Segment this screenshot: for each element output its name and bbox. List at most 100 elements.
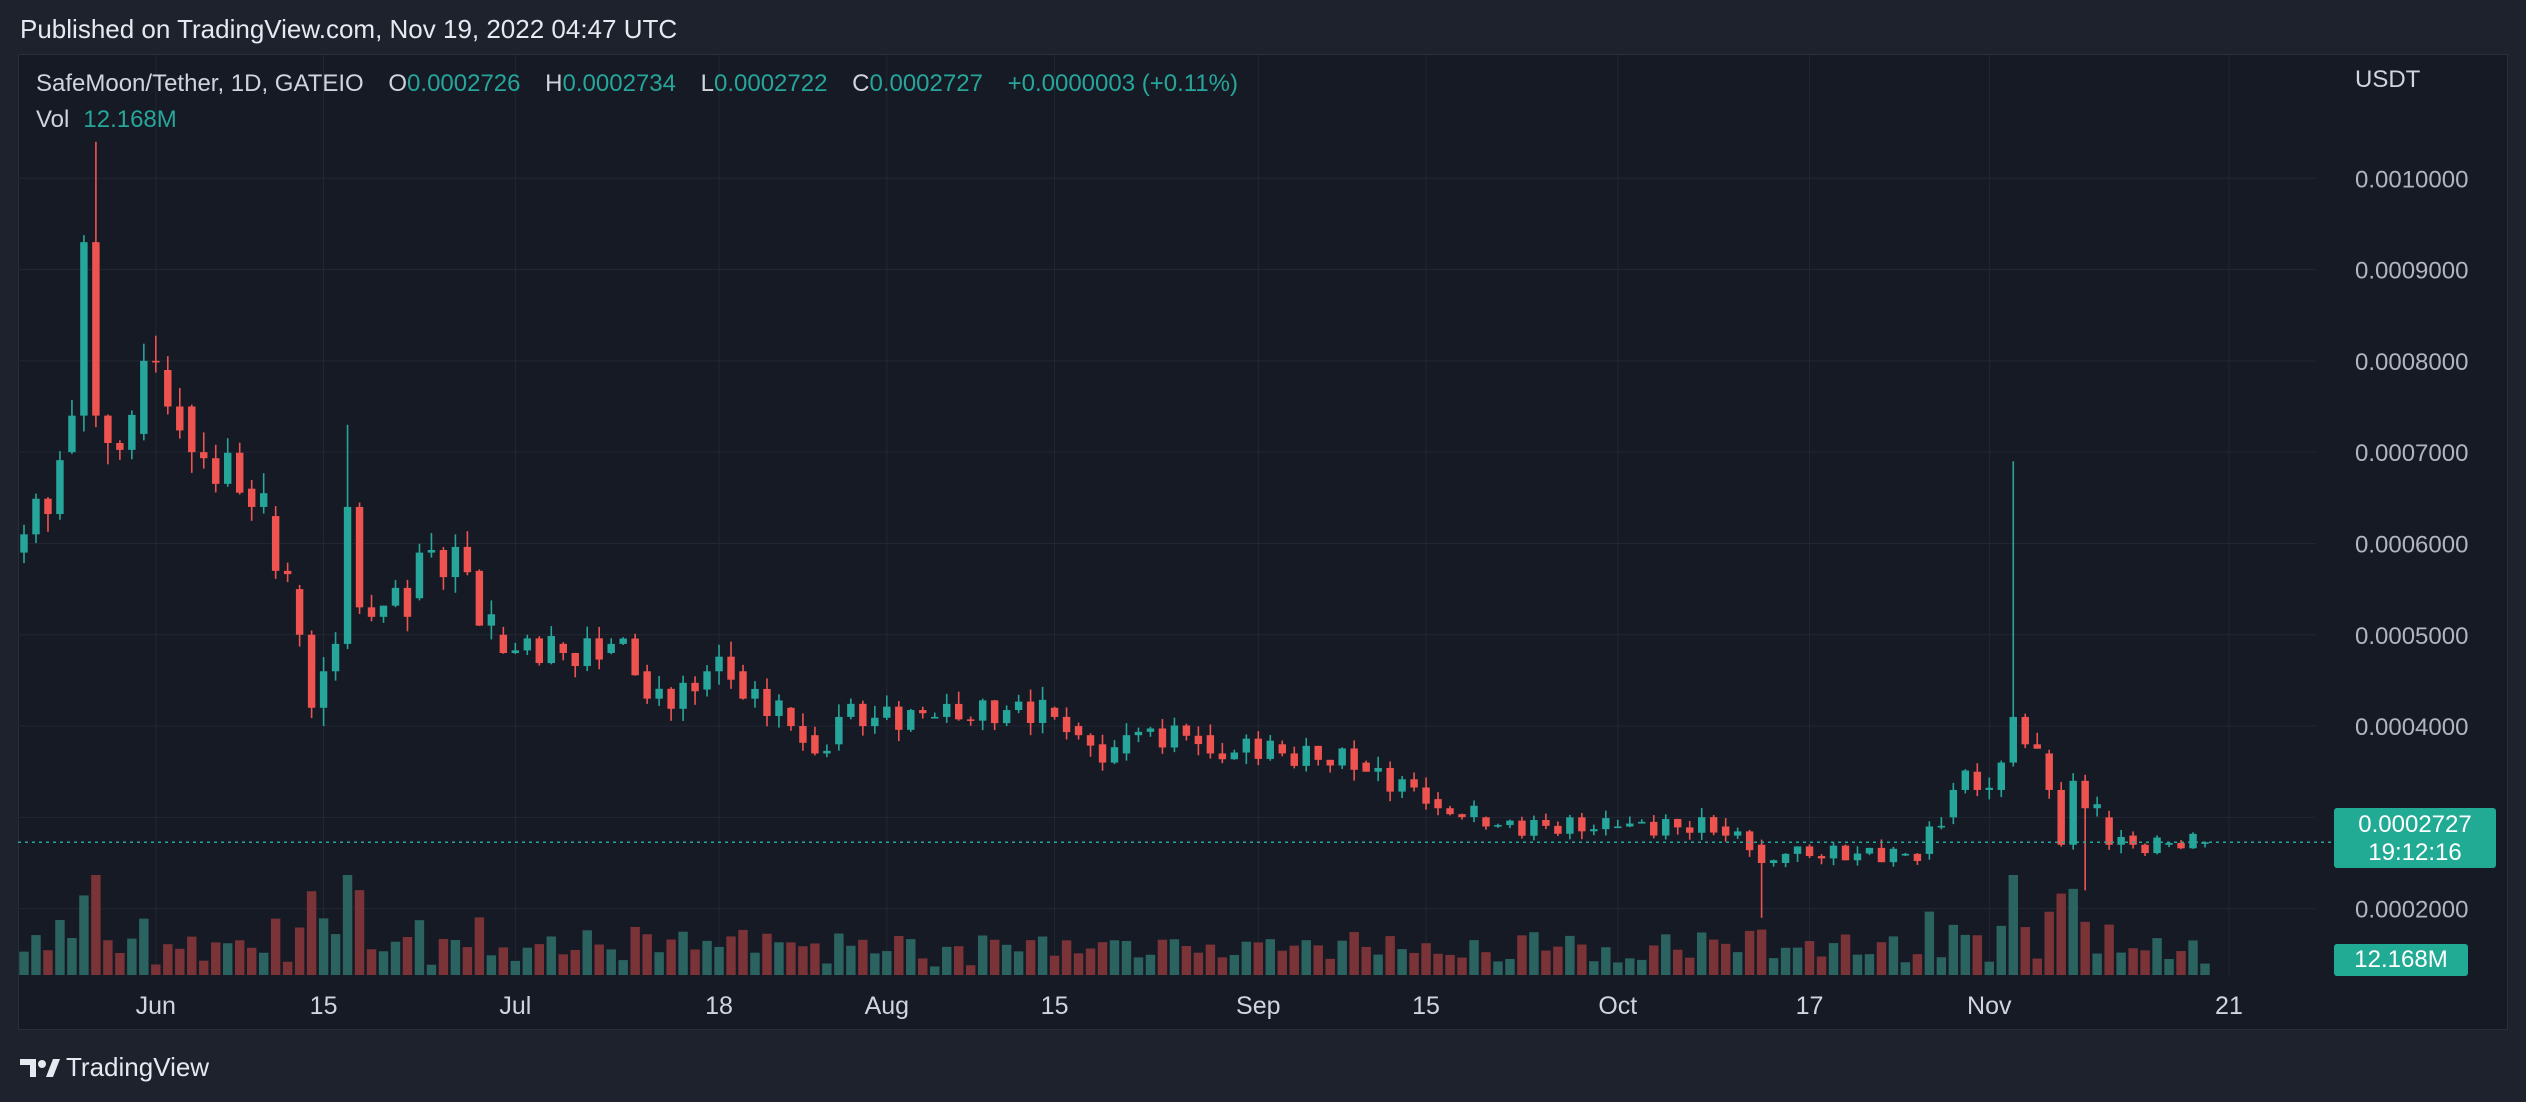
- volume-bar: [318, 918, 329, 975]
- candle-body: [943, 703, 951, 717]
- candle-body: [1194, 735, 1203, 745]
- volume-bar: [1828, 943, 1839, 975]
- volume-bar: [234, 940, 245, 975]
- volume-bar: [1097, 942, 1108, 975]
- candle-body: [1793, 846, 1802, 854]
- volume-bar: [115, 952, 125, 975]
- candle-body: [2129, 835, 2137, 845]
- candle-body: [1913, 853, 1922, 861]
- volume-bar: [139, 918, 149, 975]
- footer-brand[interactable]: TradingView: [20, 1052, 209, 1083]
- price-tick-label: 0.0005000: [2355, 623, 2468, 650]
- candle-body: [1769, 860, 1778, 864]
- candle-body: [739, 671, 747, 699]
- volume-bar: [438, 938, 449, 975]
- volume-bar: [294, 927, 305, 975]
- volume-bar: [1481, 952, 1491, 975]
- volume-bar: [810, 943, 820, 975]
- candle-body: [1074, 726, 1083, 736]
- volume-bar: [1361, 946, 1371, 975]
- volume-bar: [894, 935, 904, 975]
- volume-bar: [498, 947, 509, 975]
- volume-bar: [1001, 944, 1012, 975]
- volume-bar: [1912, 954, 1923, 975]
- volume-bar: [450, 940, 461, 975]
- volume-bar: [402, 936, 413, 975]
- volume-tag: 12.168M: [2334, 944, 2468, 976]
- candle-body: [80, 242, 88, 416]
- volume-bar: [882, 951, 892, 975]
- candle-body: [1374, 767, 1382, 772]
- candle-body: [1410, 779, 1418, 788]
- candle-body: [835, 716, 843, 745]
- candle-body: [2057, 789, 2065, 845]
- price-axis-ticks: 0.0010000 0.0009000 0.0008000 0.0007000 0.00…: [2355, 166, 2468, 923]
- candle-body: [367, 607, 376, 617]
- price-tick-label: 0.0002000: [2355, 897, 2468, 924]
- candle-body: [1949, 789, 1958, 818]
- volume-bar: [414, 920, 425, 975]
- volume-bar: [199, 960, 209, 975]
- volume-bar: [306, 891, 317, 975]
- volume-bar: [858, 939, 868, 975]
- candle-body: [2069, 780, 2077, 845]
- candle-body: [355, 506, 364, 608]
- volume-bar: [91, 875, 101, 975]
- volume-bar: [534, 944, 545, 975]
- candle-body: [1470, 805, 1478, 818]
- volume-bar: [2140, 950, 2150, 975]
- candle-body: [1002, 710, 1011, 724]
- low-value: 0.0002722: [714, 70, 828, 97]
- candle-body: [643, 671, 651, 699]
- candle-body: [164, 369, 172, 407]
- candle-body: [763, 688, 771, 717]
- high-label: H: [545, 70, 563, 97]
- volume-bar: [1301, 940, 1311, 975]
- candle-body: [679, 682, 687, 709]
- candle-body: [607, 643, 615, 654]
- price-tick-label: 0.0009000: [2355, 258, 2468, 285]
- price-tick-label: 0.0004000: [2355, 714, 2468, 741]
- candle-body: [1829, 845, 1838, 859]
- volume-bar: [1553, 946, 1563, 975]
- candle-body: [1302, 745, 1310, 766]
- candle-body: [1961, 770, 1970, 790]
- candle-body: [68, 415, 76, 453]
- volume-bar: [1409, 952, 1419, 975]
- candle-body: [2093, 804, 2101, 809]
- volume-bar: [678, 931, 688, 975]
- candle-body: [907, 710, 915, 730]
- volume-bar: [594, 944, 604, 975]
- volume-bar: [690, 949, 700, 975]
- volume-bar: [2128, 948, 2138, 975]
- volume-bar: [1756, 929, 1767, 975]
- volume-bar: [630, 926, 640, 975]
- candle-body: [116, 443, 124, 450]
- time-tick-label: Aug: [865, 992, 909, 1020]
- candle-body: [931, 716, 939, 719]
- candle-body: [1578, 817, 1586, 832]
- volume-bar: [1637, 959, 1647, 975]
- time-tick-label: 17: [1796, 992, 1824, 1020]
- volume-bar: [43, 950, 53, 975]
- last-price-tag: 0.0002727 19:12:16: [2334, 808, 2496, 868]
- volume-bar: [1061, 940, 1072, 975]
- candle-body: [1590, 829, 1598, 832]
- price-axis-unit[interactable]: USDT: [2355, 66, 2421, 93]
- volume-bar: [738, 929, 748, 975]
- volume-bar: [282, 961, 293, 975]
- volume-bar: [714, 946, 724, 975]
- volume-bar: [666, 939, 676, 975]
- volume-bar: [462, 947, 473, 975]
- candle-body: [1146, 728, 1155, 732]
- candle-body: [2165, 842, 2173, 845]
- volume-bar: [1792, 947, 1803, 975]
- candle-body: [919, 710, 927, 714]
- candle-body: [2105, 817, 2113, 845]
- candle-body: [1326, 759, 1334, 766]
- volume-bar: [55, 919, 65, 975]
- chart-frame[interactable]: [18, 54, 2508, 1030]
- volume-bar: [1840, 934, 1851, 975]
- candle-body: [1122, 735, 1131, 754]
